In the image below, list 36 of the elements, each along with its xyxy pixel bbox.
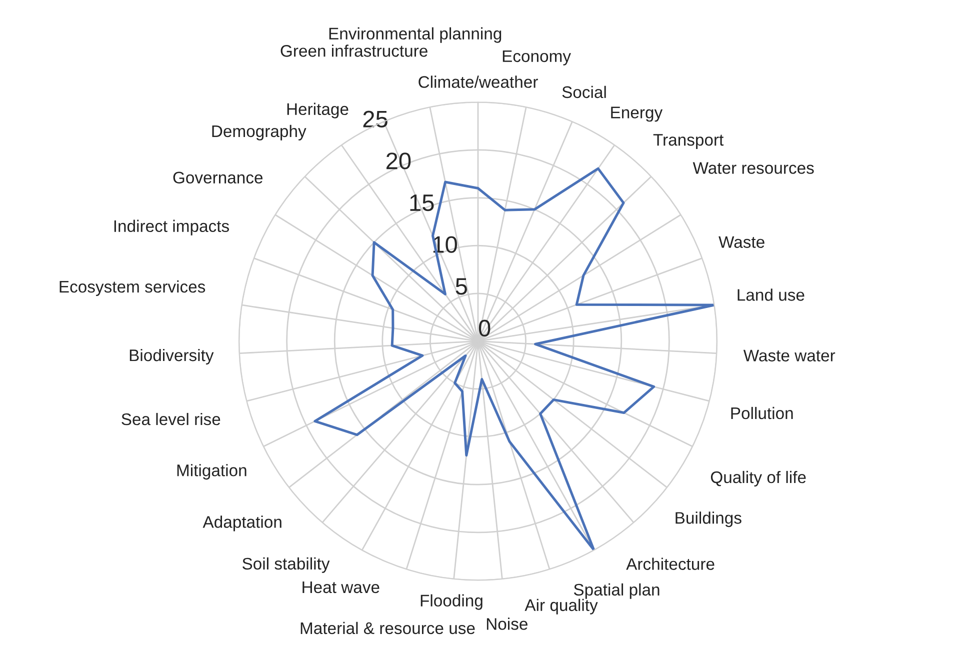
spoke-label: Buildings bbox=[676, 512, 742, 528]
spoke-label: Environmental planning bbox=[329, 27, 502, 43]
y-tick-label: 25 bbox=[363, 110, 388, 128]
spoke-label: Pollution bbox=[731, 406, 793, 420]
spoke-label: Ecosystem services bbox=[60, 280, 206, 296]
spoke-label: Quality of life bbox=[710, 470, 806, 486]
spoke-label: Water resources bbox=[692, 162, 814, 174]
spoke-label: Soil stability bbox=[242, 557, 330, 573]
spoke-label: Energy bbox=[611, 106, 663, 122]
spoke-label: Spatial plan bbox=[574, 583, 660, 599]
spoke-label: Demography bbox=[212, 124, 306, 140]
spoke-label: Indirect impacts bbox=[114, 220, 229, 236]
spoke-label: Mitigation bbox=[177, 464, 246, 480]
spoke-label: Climate/weather bbox=[418, 76, 538, 88]
spoke-label: Waste bbox=[718, 236, 764, 248]
y-tick-label: 0 bbox=[478, 320, 490, 337]
spoke-label: Waste water bbox=[743, 350, 836, 362]
spoke-label: Architecture bbox=[626, 558, 714, 570]
spoke-label: Air quality bbox=[524, 598, 598, 614]
spoke-label: Sea level rise bbox=[122, 412, 220, 426]
y-tick-label: 20 bbox=[386, 152, 411, 170]
y-tick-label: 5 bbox=[456, 278, 467, 295]
spoke-label: Adaptation bbox=[202, 516, 282, 532]
spoke-label: Governance bbox=[173, 172, 263, 184]
spoke-label: Economy bbox=[502, 50, 571, 66]
spoke-label: Material & resource use bbox=[300, 622, 475, 634]
spoke-label: Flooding bbox=[420, 594, 482, 610]
spoke-label: Transport bbox=[653, 134, 724, 150]
spoke-label: Heritage bbox=[287, 102, 348, 118]
spoke-label: Social bbox=[562, 86, 606, 98]
spoke-label: Land use bbox=[738, 288, 804, 301]
spoke-label: Heat wave bbox=[302, 581, 380, 594]
y-tick-label: 15 bbox=[410, 194, 434, 212]
spoke-label: Noise bbox=[486, 618, 528, 630]
spoke-label: Green infrastructure bbox=[280, 44, 428, 57]
spoke-label: Biodiversity bbox=[130, 348, 214, 365]
